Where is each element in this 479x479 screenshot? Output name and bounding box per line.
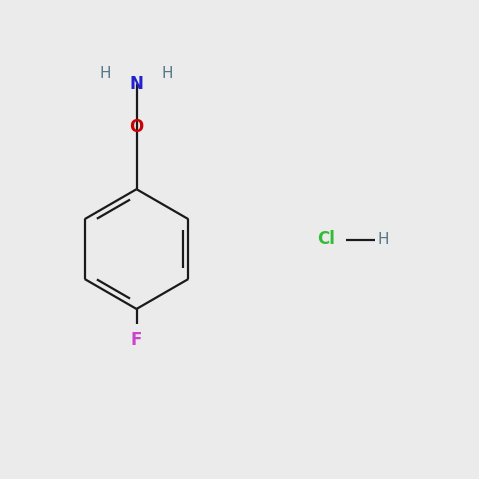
Text: Cl: Cl <box>317 230 335 249</box>
Text: O: O <box>129 118 144 136</box>
Text: F: F <box>131 331 142 349</box>
Text: H: H <box>377 232 389 247</box>
Text: H: H <box>162 66 173 81</box>
Text: N: N <box>130 75 143 93</box>
Text: H: H <box>100 66 111 81</box>
